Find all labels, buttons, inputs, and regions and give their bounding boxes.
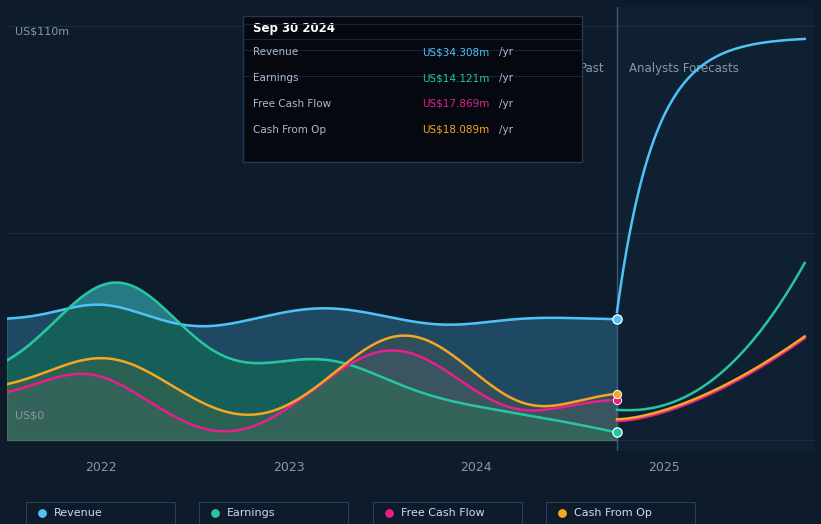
- Text: Free Cash Flow: Free Cash Flow: [253, 99, 331, 109]
- Bar: [546, 503, 695, 523]
- Text: US$17.869m: US$17.869m: [423, 99, 490, 109]
- Bar: [199, 503, 348, 523]
- Text: Analysts Forecasts: Analysts Forecasts: [629, 62, 739, 75]
- Text: Revenue: Revenue: [53, 508, 103, 518]
- Text: Cash From Op: Cash From Op: [253, 125, 326, 135]
- Point: [610, 396, 623, 404]
- Text: Earnings: Earnings: [227, 508, 276, 518]
- Text: Cash From Op: Cash From Op: [575, 508, 652, 518]
- Bar: [244, 102, 582, 103]
- Text: /yr: /yr: [499, 99, 513, 109]
- Bar: [244, 76, 582, 77]
- Text: Sep 30 2024: Sep 30 2024: [253, 21, 335, 35]
- Text: US$14.121m: US$14.121m: [423, 73, 490, 83]
- Bar: [373, 503, 522, 523]
- Text: /yr: /yr: [499, 47, 513, 58]
- Point: [610, 428, 623, 436]
- Bar: [25, 503, 175, 523]
- Text: /yr: /yr: [499, 125, 513, 135]
- Bar: [244, 16, 582, 162]
- Text: Revenue: Revenue: [253, 47, 298, 58]
- Text: US$34.308m: US$34.308m: [423, 47, 490, 58]
- Text: US$0: US$0: [15, 410, 44, 420]
- Bar: [244, 39, 582, 40]
- Point: [610, 315, 623, 323]
- Text: Earnings: Earnings: [253, 73, 299, 83]
- Text: US$18.089m: US$18.089m: [423, 125, 490, 135]
- Bar: [244, 24, 582, 25]
- Bar: [617, 7, 821, 451]
- Point: [610, 389, 623, 398]
- Text: /yr: /yr: [499, 73, 513, 83]
- Text: Past: Past: [580, 62, 605, 75]
- Text: US$110m: US$110m: [15, 27, 69, 37]
- Text: Free Cash Flow: Free Cash Flow: [401, 508, 484, 518]
- Bar: [244, 50, 582, 51]
